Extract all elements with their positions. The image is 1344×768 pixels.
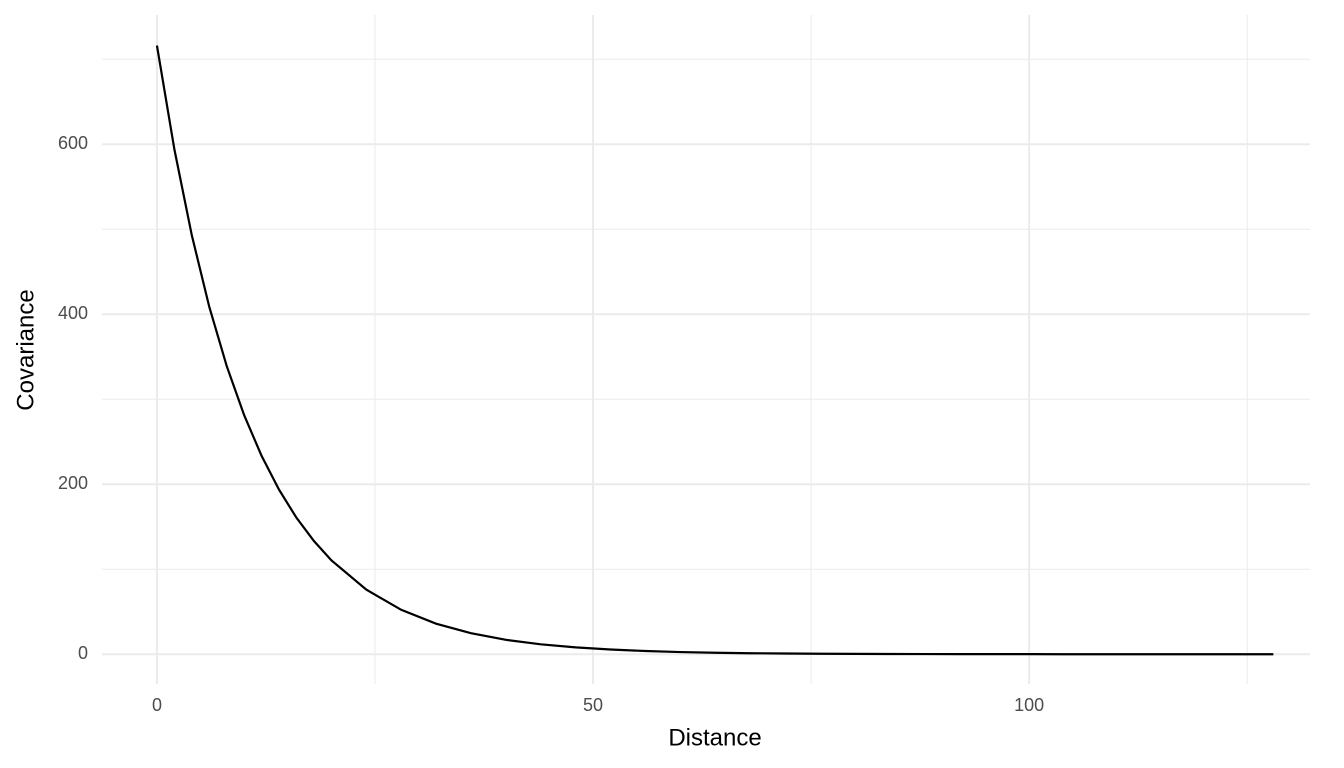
y-tick-label: 400 [58,303,88,323]
y-axis-title: Covariance [12,289,39,410]
line [155,45,1274,656]
x-tick-label: 0 [152,695,162,715]
y-tick-label: 200 [58,473,88,493]
y-tick-label: 600 [58,133,88,153]
x-tick-label: 100 [1014,695,1044,715]
y-tick-label: 0 [78,643,88,663]
x-tick-label: 50 [583,695,603,715]
x-axis-title: Distance [668,724,761,751]
